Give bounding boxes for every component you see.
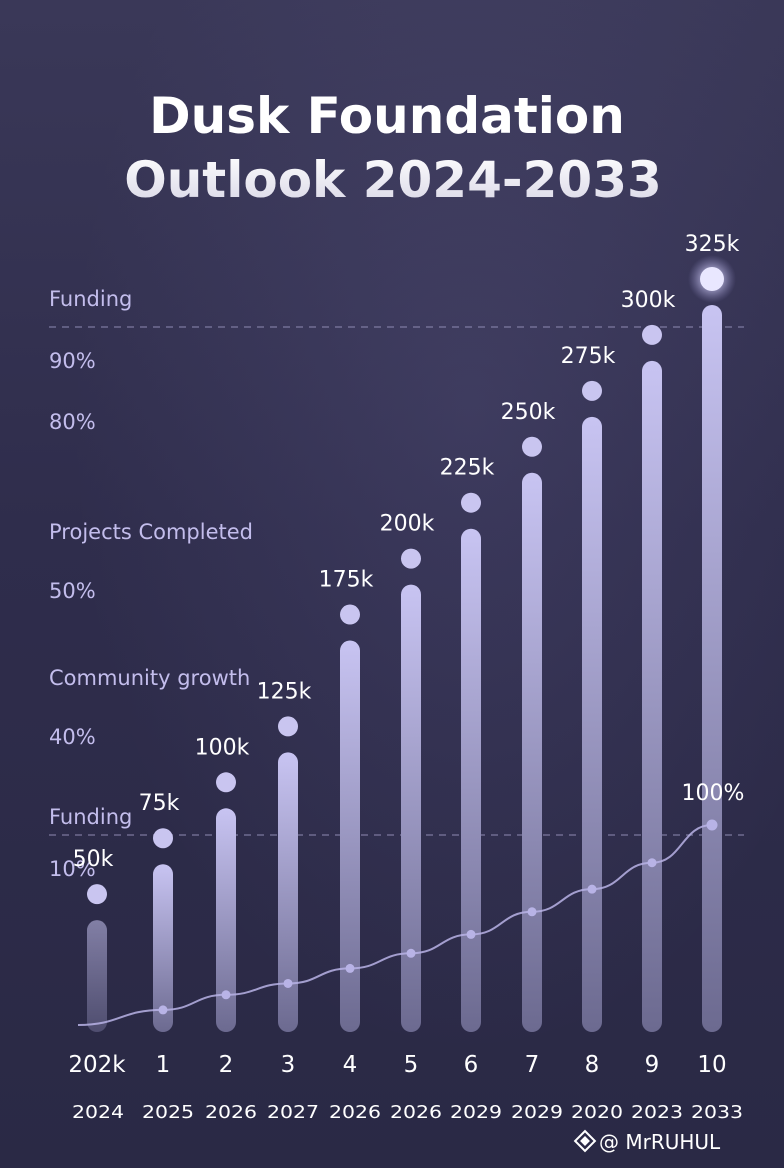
x-year-label: 2026 [329, 1102, 381, 1123]
left-labels: Funding 90% 80% Projects Completed 50% Commun… [49, 287, 253, 881]
left-label: 10% [49, 857, 96, 881]
x-index-label: 9 [645, 1052, 660, 1078]
x-year-label: 2025 [142, 1102, 194, 1123]
bar-value-label: 325k [685, 232, 740, 257]
bar [461, 528, 481, 1032]
bars: 50k 75k 100k 125k 175k 200k 225k 250k 275k 300k 32… [73, 232, 740, 1032]
x-year-label: 2024 [72, 1102, 124, 1123]
x-year-label: 2026 [390, 1102, 442, 1123]
bar-group: 300k [621, 288, 676, 1032]
x-index-label: 8 [585, 1052, 600, 1078]
bar-value-label: 75k [139, 791, 180, 816]
bar [340, 640, 360, 1032]
left-label: Funding [49, 287, 132, 311]
bar [582, 416, 602, 1032]
left-label: 80% [49, 410, 96, 434]
funding-line-layer: 100% [77, 781, 745, 1026]
binance-diamond-icon [573, 1129, 597, 1153]
x-index-label: 10 [697, 1052, 726, 1078]
reference-lines [49, 326, 744, 836]
x-axis-labels: 202k 1 2 3 4 5 6 7 8 9 10 2024 2025 2026 2027 2026 2026 2… [68, 1052, 743, 1123]
bar-value-label: 100k [195, 735, 250, 760]
x-year-label: 2029 [450, 1102, 502, 1123]
x-year-label: 2023 [631, 1102, 683, 1123]
bar-dot [87, 884, 107, 905]
left-label: Community growth [49, 666, 250, 690]
funding-line-point [647, 858, 657, 868]
x-year-label: 2029 [511, 1102, 563, 1123]
x-year-label: 2020 [571, 1102, 623, 1123]
chart-title-line2: Outlook 2024-2033 [124, 151, 662, 209]
bar-dot [278, 716, 298, 737]
bar-value-label: 225k [440, 456, 495, 481]
x-index-label: 2 [219, 1052, 234, 1078]
left-label: 40% [49, 725, 96, 749]
bar [153, 864, 173, 1032]
bar-dot [582, 380, 602, 401]
x-index-label: 3 [281, 1052, 296, 1078]
bar-value-label: 50k [73, 847, 114, 872]
x-year-label: 2033 [691, 1102, 743, 1123]
bar-dot [216, 772, 236, 793]
bar-group: 50k [73, 847, 114, 1032]
bar-group: 200k [380, 512, 435, 1032]
funding-line-point [345, 963, 355, 973]
bar-group: 250k [501, 400, 556, 1032]
bar-dot [153, 828, 173, 849]
x-index-label: 202k [68, 1052, 126, 1078]
bar-value-label: 300k [621, 288, 676, 313]
bar-group: 125k [257, 679, 312, 1032]
funding-line-point [221, 990, 231, 1000]
watermark-text: @ MrRUHUL [599, 1130, 721, 1154]
left-label: 50% [49, 579, 96, 603]
bar-group: 325k [685, 232, 740, 1032]
x-index-label: 7 [525, 1052, 540, 1078]
chart-title-line1: Dusk Foundation [149, 87, 625, 145]
bar-dot [700, 267, 724, 291]
x-index-label: 4 [343, 1052, 358, 1078]
bar-dot [401, 548, 421, 569]
x-year-label: 2026 [205, 1102, 257, 1123]
left-label: Funding [49, 805, 132, 829]
bar-group: 75k [139, 791, 180, 1032]
bar-value-label: 250k [501, 400, 556, 425]
bar-dot [642, 324, 662, 345]
funding-line-point [587, 884, 597, 894]
funding-line-point [406, 948, 416, 958]
bar [278, 752, 298, 1032]
x-index-label: 1 [156, 1052, 171, 1078]
funding-line-end-label: 100% [682, 781, 745, 806]
funding-line-point [466, 929, 476, 939]
bar [522, 472, 542, 1032]
bar-group: 225k [440, 456, 495, 1032]
bar-value-label: 125k [257, 679, 312, 704]
funding-line [77, 824, 713, 1026]
left-label: Projects Completed [49, 520, 253, 544]
bar [401, 584, 421, 1032]
bar-dot [522, 436, 542, 457]
watermark: @ MrRUHUL [573, 1129, 721, 1154]
bar [642, 360, 662, 1032]
funding-line-point [158, 1005, 168, 1015]
bar-dot [461, 492, 481, 513]
bar [87, 920, 107, 1032]
x-index-label: 6 [464, 1052, 479, 1078]
funding-line-point [706, 819, 718, 831]
bar [702, 305, 722, 1032]
bar-group: 175k [319, 568, 374, 1032]
bar-value-label: 275k [561, 344, 616, 369]
bar-value-label: 175k [319, 568, 374, 593]
left-label: 90% [49, 349, 96, 373]
funding-line-point [527, 907, 537, 917]
bar-value-label: 200k [380, 512, 435, 537]
bar-dot [340, 604, 360, 625]
bar-group: 275k [561, 344, 616, 1032]
x-year-label: 2027 [267, 1102, 319, 1123]
funding-line-point [283, 978, 293, 988]
bar-group: 100k [195, 735, 250, 1032]
bar [216, 808, 236, 1032]
x-index-label: 5 [404, 1052, 419, 1078]
